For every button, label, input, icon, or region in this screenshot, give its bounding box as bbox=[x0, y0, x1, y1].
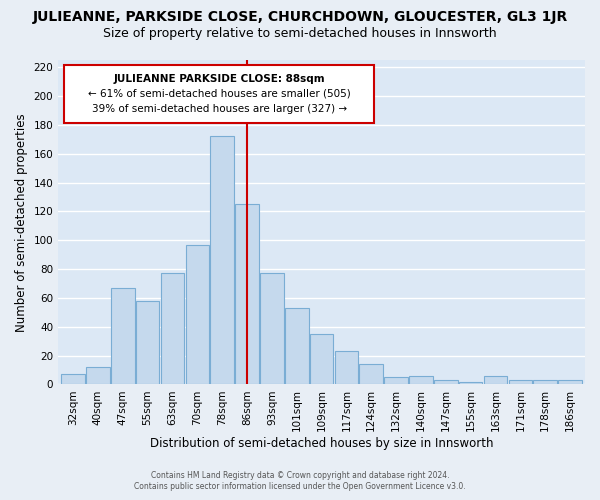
Bar bbox=[335, 352, 358, 384]
Bar bbox=[161, 274, 184, 384]
Text: Contains public sector information licensed under the Open Government Licence v3: Contains public sector information licen… bbox=[134, 482, 466, 491]
Bar bbox=[385, 377, 408, 384]
Bar bbox=[136, 301, 160, 384]
Bar bbox=[558, 380, 582, 384]
Text: ← 61% of semi-detached houses are smaller (505): ← 61% of semi-detached houses are smalle… bbox=[88, 89, 350, 99]
Bar bbox=[459, 382, 482, 384]
Text: Contains HM Land Registry data © Crown copyright and database right 2024.: Contains HM Land Registry data © Crown c… bbox=[151, 471, 449, 480]
Bar bbox=[359, 364, 383, 384]
Text: 39% of semi-detached houses are larger (327) →: 39% of semi-detached houses are larger (… bbox=[92, 104, 347, 114]
Y-axis label: Number of semi-detached properties: Number of semi-detached properties bbox=[15, 113, 28, 332]
Bar bbox=[509, 380, 532, 384]
Bar bbox=[61, 374, 85, 384]
Bar bbox=[260, 274, 284, 384]
Text: Size of property relative to semi-detached houses in Innsworth: Size of property relative to semi-detach… bbox=[103, 28, 497, 40]
Bar bbox=[86, 367, 110, 384]
Text: JULIEANNE, PARKSIDE CLOSE, CHURCHDOWN, GLOUCESTER, GL3 1JR: JULIEANNE, PARKSIDE CLOSE, CHURCHDOWN, G… bbox=[32, 10, 568, 24]
X-axis label: Distribution of semi-detached houses by size in Innsworth: Distribution of semi-detached houses by … bbox=[150, 437, 493, 450]
Bar bbox=[310, 334, 334, 384]
Bar bbox=[185, 244, 209, 384]
Bar bbox=[409, 376, 433, 384]
Bar bbox=[111, 288, 134, 384]
Bar bbox=[211, 136, 234, 384]
Bar bbox=[434, 380, 458, 384]
Bar bbox=[484, 376, 508, 384]
Bar bbox=[533, 380, 557, 384]
Text: JULIEANNE PARKSIDE CLOSE: 88sqm: JULIEANNE PARKSIDE CLOSE: 88sqm bbox=[113, 74, 325, 84]
Bar bbox=[235, 204, 259, 384]
Bar bbox=[285, 308, 308, 384]
